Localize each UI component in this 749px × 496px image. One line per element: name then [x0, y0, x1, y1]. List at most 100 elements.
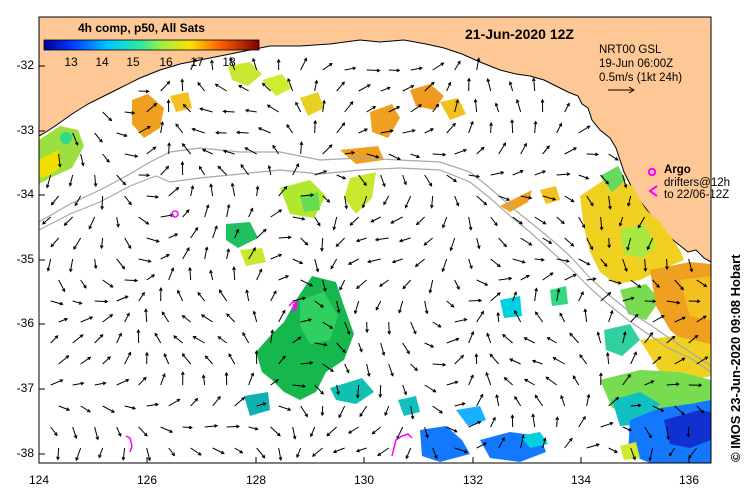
current-vector-head — [295, 101, 299, 106]
current-vector-head — [303, 57, 308, 62]
current-vector-head — [296, 454, 300, 459]
current-vector — [450, 237, 456, 251]
current-vector — [644, 258, 647, 271]
current-vector-head — [171, 452, 176, 457]
current-vector-head — [469, 265, 473, 270]
current-vector — [388, 106, 400, 113]
current-vector-head — [200, 314, 205, 318]
current-vector-head — [134, 278, 139, 283]
current-vector — [410, 363, 418, 371]
current-vector-head — [502, 333, 506, 338]
current-vector — [514, 310, 522, 323]
current-vector — [454, 402, 465, 407]
current-vector-head — [80, 381, 85, 386]
colorbar-tick: 15 — [126, 55, 140, 69]
current-vector — [647, 237, 654, 250]
current-vector — [498, 277, 512, 281]
current-vector — [94, 258, 97, 269]
current-vector-head — [387, 330, 392, 335]
current-vector-head — [502, 142, 507, 147]
current-vector — [58, 405, 70, 411]
current-vector — [495, 103, 500, 113]
current-vector-head — [637, 224, 642, 229]
current-vector-head — [332, 226, 337, 231]
current-vector-head — [111, 409, 116, 413]
current-vector-head — [304, 241, 309, 246]
current-vector-head — [201, 374, 206, 379]
current-vector — [292, 163, 299, 176]
current-vector-head — [497, 263, 501, 268]
current-vector-head — [332, 449, 337, 454]
current-vector — [248, 208, 254, 218]
current-vector-head — [66, 407, 71, 411]
current-vector — [205, 355, 214, 365]
current-vector-head — [270, 329, 275, 334]
current-vector-head — [180, 161, 185, 166]
current-vector — [175, 123, 184, 134]
current-vector — [534, 288, 537, 302]
current-vector — [402, 279, 412, 289]
current-vector — [608, 237, 610, 248]
current-vector — [321, 237, 324, 251]
current-vector — [666, 383, 679, 386]
current-vector — [454, 447, 468, 453]
current-vector — [182, 209, 190, 218]
current-vector — [532, 360, 543, 365]
current-vector-head — [95, 436, 100, 441]
current-vector-head — [230, 182, 235, 187]
current-vector — [173, 335, 183, 344]
current-vector — [432, 405, 443, 414]
current-vector-head — [519, 220, 523, 225]
current-vector-head — [214, 424, 219, 428]
current-vector-head — [501, 437, 505, 441]
current-vector-head — [460, 354, 465, 359]
current-vector-head — [79, 334, 84, 338]
current-vector-head — [416, 154, 421, 159]
current-vector — [652, 405, 664, 412]
current-vector — [410, 104, 422, 113]
current-vector — [312, 447, 323, 457]
current-vector — [124, 405, 136, 409]
current-vector — [94, 382, 106, 386]
current-vector-head — [262, 402, 267, 406]
current-vector — [556, 216, 565, 224]
current-vector-head — [311, 453, 316, 457]
current-vector — [270, 379, 279, 386]
current-vector-head — [627, 202, 631, 207]
current-vector — [58, 153, 61, 167]
current-vector — [366, 69, 380, 72]
current-vector — [674, 357, 685, 365]
current-vector — [190, 447, 202, 456]
current-vector — [335, 237, 346, 247]
current-vector-head — [558, 122, 563, 127]
current-vector — [116, 216, 119, 227]
current-vector — [292, 426, 296, 439]
current-vector-head — [63, 222, 68, 226]
current-vector — [326, 426, 338, 437]
current-vector — [424, 384, 436, 393]
current-vector — [168, 268, 174, 281]
current-vector-head — [50, 243, 55, 248]
current-vector — [608, 397, 619, 407]
current-vector-head — [596, 331, 601, 336]
current-vector — [215, 83, 227, 92]
current-vector — [50, 300, 63, 305]
current-vector — [234, 397, 245, 407]
current-vector-head — [463, 318, 468, 322]
current-vector — [344, 152, 355, 155]
current-vector — [183, 104, 192, 113]
current-vector — [578, 125, 590, 134]
x-tick-label: 132 — [462, 473, 484, 487]
current-vector — [102, 153, 110, 163]
current-vector-head — [546, 337, 551, 341]
colorbar — [43, 39, 260, 51]
current-vector — [542, 237, 552, 244]
current-vector — [344, 321, 350, 335]
current-vector-head — [267, 164, 272, 169]
current-vector-head — [542, 170, 547, 174]
current-vector-head — [73, 435, 78, 440]
current-vector-head — [569, 332, 573, 337]
current-vector — [392, 258, 403, 263]
current-vector-head — [217, 336, 222, 340]
current-vector-head — [146, 126, 151, 130]
